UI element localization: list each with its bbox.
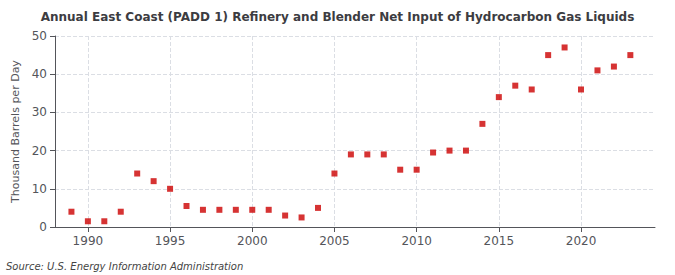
svg-text:2000: 2000 (237, 234, 268, 248)
svg-text:0: 0 (39, 220, 47, 234)
svg-text:Source: U.S. Energy Informatio: Source: U.S. Energy Information Administ… (6, 261, 243, 272)
svg-text:2010: 2010 (401, 234, 432, 248)
svg-text:30: 30 (32, 105, 47, 119)
svg-text:1990: 1990 (73, 234, 104, 248)
svg-text:20: 20 (32, 144, 47, 158)
svg-text:2005: 2005 (319, 234, 350, 248)
svg-text:10: 10 (32, 182, 47, 196)
svg-text:Thousand Barrels per Day: Thousand Barrels per Day (9, 60, 22, 204)
svg-text:50: 50 (32, 29, 47, 43)
svg-text:2020: 2020 (566, 234, 597, 248)
svg-text:40: 40 (32, 67, 47, 81)
svg-text:2015: 2015 (484, 234, 515, 248)
svg-text:Annual East Coast (PADD 1) Ref: Annual East Coast (PADD 1) Refinery and … (41, 10, 635, 24)
svg-text:1995: 1995 (155, 234, 186, 248)
